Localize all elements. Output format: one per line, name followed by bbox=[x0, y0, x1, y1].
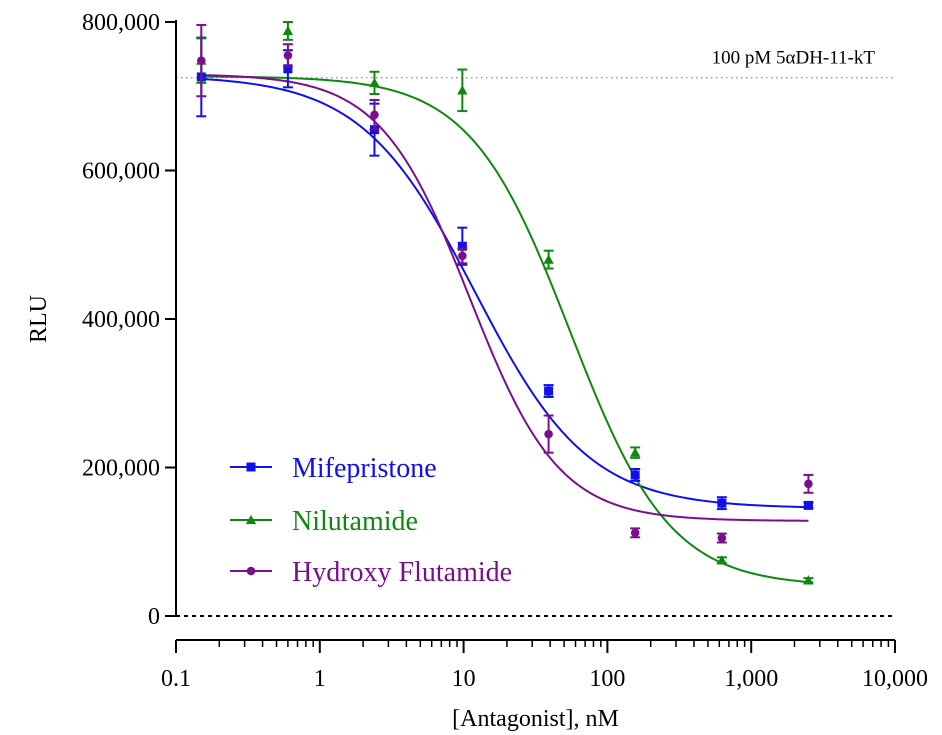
x-tick-label: 1 bbox=[314, 666, 326, 692]
y-tick-label: 200,000 bbox=[82, 456, 160, 482]
legend-marker-shape bbox=[246, 462, 256, 472]
data-point-nilutamide bbox=[803, 575, 814, 585]
legend-marker-hydroxy-flutamide bbox=[246, 566, 256, 576]
y-tick-label: 400,000 bbox=[82, 307, 160, 333]
x-tick-label: 10 bbox=[452, 666, 476, 692]
data-point-hydroxy-flutamide bbox=[370, 110, 379, 120]
data-point-hydroxy-flutamide bbox=[197, 56, 206, 65]
x-tick-label: 1,000 bbox=[724, 666, 778, 692]
data-point-nilutamide bbox=[282, 25, 294, 36]
legend-item-hydroxy-flutamide: Hydroxy Flutamide bbox=[230, 557, 512, 588]
data-point-hydroxy-flutamide bbox=[544, 429, 553, 439]
reference-line-label: 100 pM 5αDH-11-kT bbox=[712, 48, 876, 69]
data-point-hydroxy-flutamide bbox=[283, 51, 293, 60]
legend-marker-shape bbox=[245, 514, 257, 525]
legend-label-hydroxy-flutamide: Hydroxy Flutamide bbox=[292, 557, 512, 588]
fit-curve-hydroxy-flutamide bbox=[201, 74, 809, 522]
data-point-nilutamide bbox=[716, 555, 728, 565]
data-points bbox=[196, 21, 814, 585]
legend: Mifepristone Nilutamide Hydroxy Flutamid… bbox=[230, 453, 512, 588]
data-point-nilutamide bbox=[629, 447, 641, 457]
x-axis-title: [Antagonist], nM bbox=[452, 706, 619, 732]
data-point-hydroxy-flutamide bbox=[804, 479, 813, 489]
legend-marker-shape bbox=[246, 566, 256, 576]
data-point-mifepristone bbox=[457, 241, 467, 251]
x-tick-label: 0.1 bbox=[161, 666, 191, 692]
fit-curve-mifepristone bbox=[201, 77, 809, 509]
data-point-mifepristone bbox=[803, 500, 813, 510]
x-tick-label: 10,000 bbox=[862, 666, 928, 692]
fit-curves bbox=[201, 74, 809, 584]
data-point-nilutamide bbox=[543, 254, 554, 264]
y-tick-label: 800,000 bbox=[82, 10, 160, 36]
data-point-mifepristone bbox=[544, 386, 554, 396]
axes: 0 200,000 400,000 600,000 800,000 0.1 1 10 100 1… bbox=[26, 10, 928, 732]
y-axis-title: RLU bbox=[26, 295, 52, 343]
data-point-nilutamide bbox=[457, 85, 468, 95]
legend-label-mifepristone: Mifepristone bbox=[292, 453, 437, 484]
fit-curve-nilutamide bbox=[201, 75, 809, 584]
data-point-hydroxy-flutamide bbox=[717, 533, 727, 543]
x-axis-ticks: 0.1 1 10 100 1,000 10,000 bbox=[161, 640, 928, 692]
y-tick-label: 0 bbox=[148, 604, 160, 630]
reference-lines: 100 pM 5αDH-11-kT bbox=[176, 48, 895, 617]
data-point-mifepristone bbox=[717, 498, 727, 508]
legend-item-mifepristone: Mifepristone bbox=[230, 453, 437, 484]
y-axis-ticks: 0 200,000 400,000 600,000 800,000 bbox=[82, 10, 176, 630]
data-point-mifepristone bbox=[283, 64, 293, 74]
data-point-nilutamide bbox=[369, 77, 380, 88]
y-tick-label: 600,000 bbox=[82, 159, 160, 185]
legend-marker-mifepristone bbox=[246, 462, 256, 472]
legend-marker-nilutamide bbox=[245, 514, 257, 525]
legend-label-nilutamide: Nilutamide bbox=[292, 506, 418, 537]
legend-item-nilutamide: Nilutamide bbox=[230, 506, 418, 537]
data-point-mifepristone bbox=[630, 470, 640, 480]
x-tick-label: 100 bbox=[589, 666, 625, 692]
data-point-hydroxy-flutamide bbox=[630, 528, 640, 538]
data-point-hydroxy-flutamide bbox=[458, 251, 467, 261]
